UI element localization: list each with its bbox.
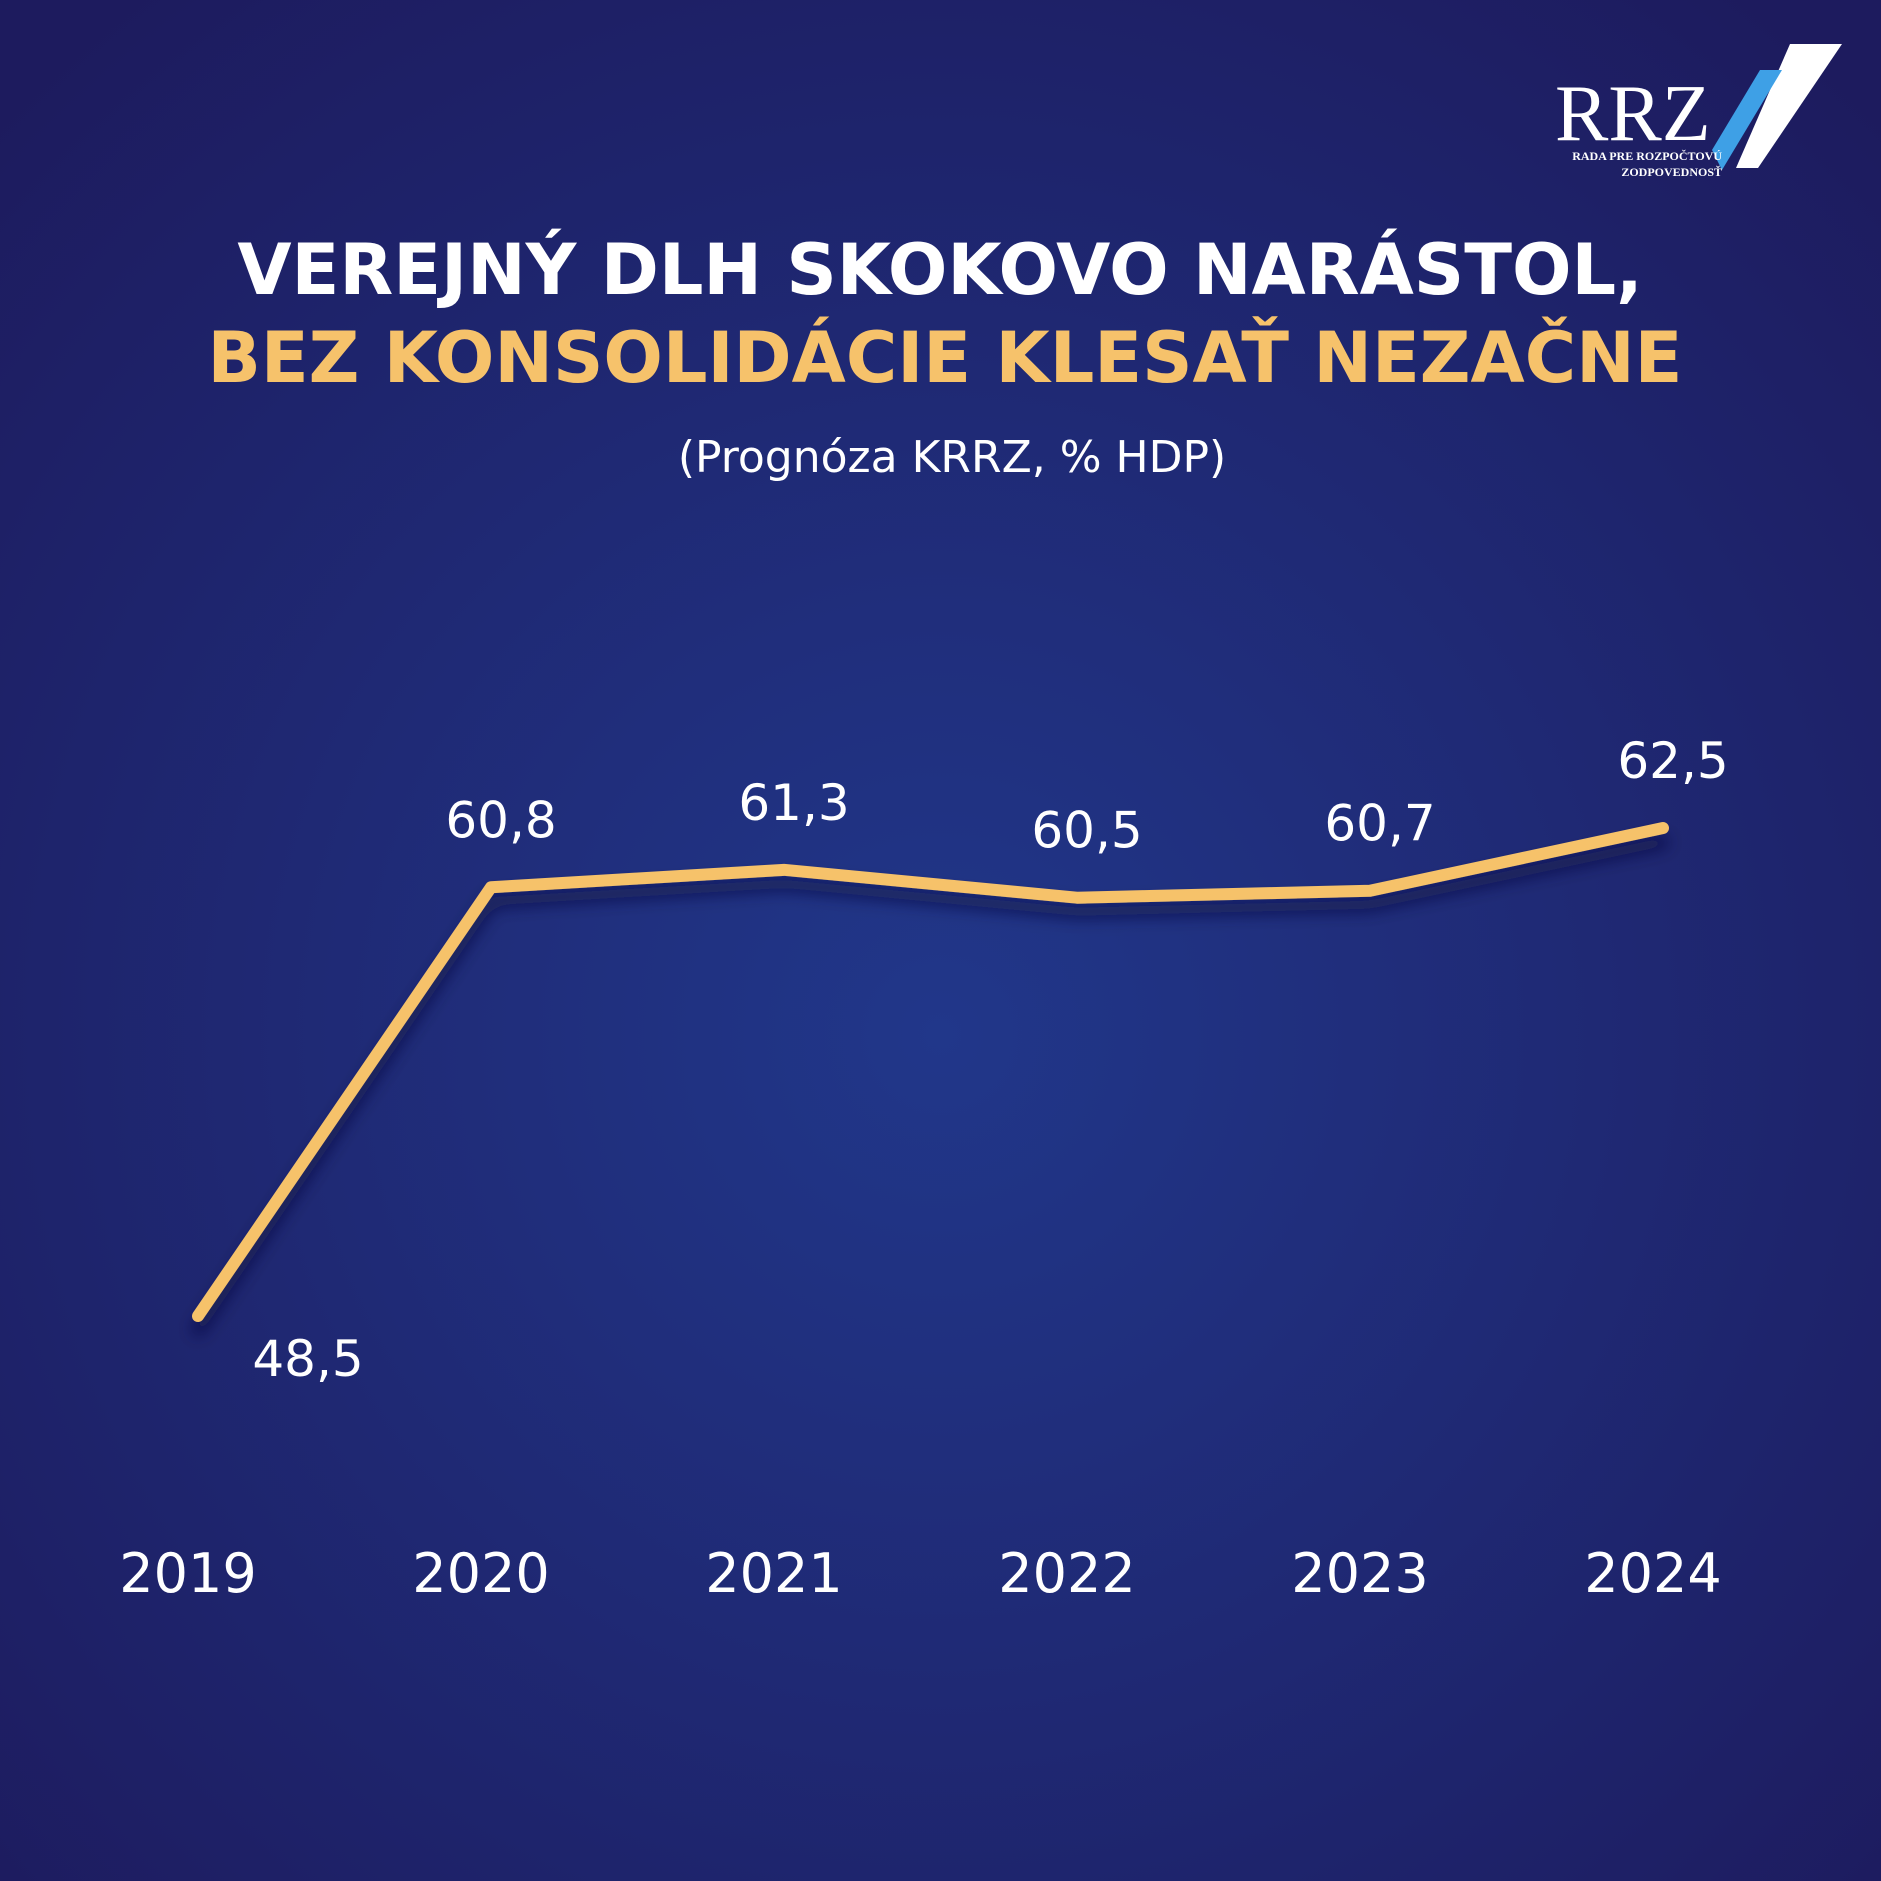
logo-mark [1736,44,1842,168]
chart-subtitle: (Prognóza KRRZ, % HDP) [678,432,1226,483]
logo-mark [1712,70,1782,170]
x-tick-label: 2020 [412,1542,549,1605]
x-tick-label: 2019 [119,1542,256,1605]
x-tick-label: 2021 [705,1542,842,1605]
data-label: 60,5 [1031,802,1142,860]
chart-title: VEREJNÝ DLH SKOKOVO NARÁSTOL, [237,229,1642,311]
line [192,822,1669,1322]
x-tick-label: 2023 [1291,1542,1428,1605]
data-label: 62,5 [1617,732,1728,790]
logo-subtext: ZODPOVEDNOSŤ [1621,165,1722,179]
logo-subtext: RADA PRE ROZPOČTOVÚ [1572,149,1722,163]
data-label: 61,3 [738,774,849,832]
data-label: 48,5 [252,1330,363,1388]
data-label: 60,7 [1324,795,1435,853]
x-tick-label: 2022 [998,1542,1135,1605]
logo-text: RRZ [1555,70,1711,158]
chart-title: BEZ KONSOLIDÁCIE KLESAŤ NEZAČNE [208,317,1683,399]
x-tick-label: 2024 [1584,1542,1721,1605]
logo: RRZ RADA PRE ROZPOČTOVÚ ZODPOVEDNOSŤ [1555,44,1842,179]
data-label: 60,8 [445,791,556,849]
